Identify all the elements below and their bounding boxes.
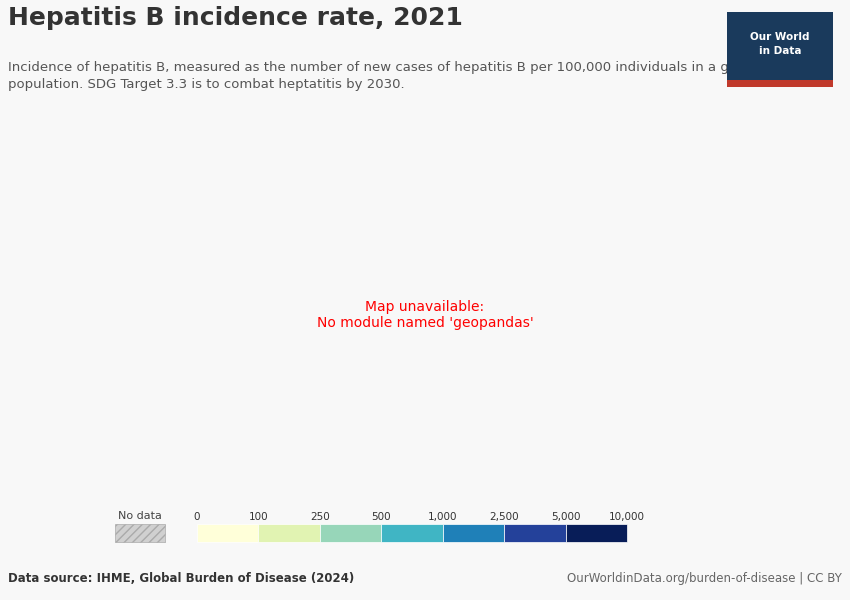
Text: Our World
in Data: Our World in Data (750, 31, 809, 55)
Text: 1,000: 1,000 (428, 512, 457, 522)
Text: 2,500: 2,500 (490, 512, 519, 522)
Text: 5,000: 5,000 (551, 512, 581, 522)
Text: Hepatitis B incidence rate, 2021: Hepatitis B incidence rate, 2021 (8, 6, 463, 30)
Text: 0: 0 (194, 512, 201, 522)
Bar (258, 524, 320, 542)
Text: 10,000: 10,000 (609, 512, 645, 522)
Bar (320, 524, 382, 542)
Text: 250: 250 (310, 512, 330, 522)
Bar (197, 524, 258, 542)
Bar (727, 79, 833, 87)
Text: 100: 100 (248, 512, 269, 522)
Bar (115, 524, 165, 542)
Bar (443, 524, 504, 542)
Text: Data source: IHME, Global Burden of Disease (2024): Data source: IHME, Global Burden of Dise… (8, 572, 354, 585)
Bar (565, 524, 627, 542)
Text: OurWorldinData.org/burden-of-disease | CC BY: OurWorldinData.org/burden-of-disease | C… (567, 572, 842, 585)
Bar (382, 524, 443, 542)
Bar (504, 524, 565, 542)
Text: Map unavailable:
No module named 'geopandas': Map unavailable: No module named 'geopan… (316, 300, 534, 330)
Text: No data: No data (118, 511, 162, 521)
Text: 500: 500 (371, 512, 391, 522)
Text: Incidence of hepatitis B, measured as the number of new cases of hepatitis B per: Incidence of hepatitis B, measured as th… (8, 61, 757, 91)
